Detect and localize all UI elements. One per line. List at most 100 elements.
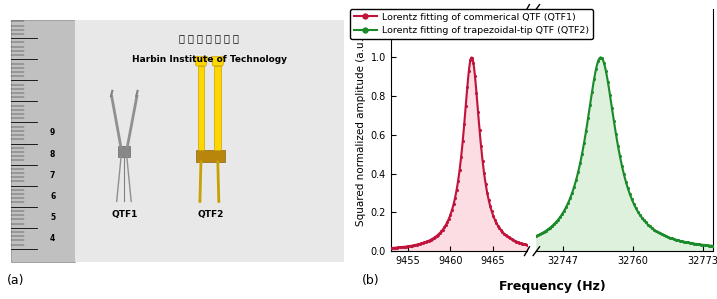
Point (574, 161, 586, 166)
Point (483, 198, 495, 202)
Text: 7: 7 (50, 171, 55, 180)
Bar (214, 66, 221, 150)
Point (518, 242, 530, 246)
Point (409, 242, 421, 247)
Point (642, 222, 653, 227)
Point (452, 179, 464, 183)
Point (559, 208, 570, 213)
Point (434, 231, 445, 236)
Point (506, 237, 518, 242)
Point (517, 241, 528, 246)
Point (474, 127, 485, 132)
Point (393, 245, 404, 250)
Point (480, 181, 491, 186)
Point (546, 223, 558, 228)
Point (614, 154, 626, 159)
Point (622, 186, 634, 191)
Point (561, 205, 572, 209)
Point (475, 144, 487, 149)
Point (664, 235, 675, 240)
Point (618, 172, 630, 177)
Point (640, 220, 652, 225)
Point (394, 245, 406, 250)
Text: Harbin Institute of Technology: Harbin Institute of Technology (132, 55, 287, 64)
Legend: Lorentz fitting of commerical QTF (QTF1), Lorentz fitting of trapezoidal-tip QTF: Lorentz fitting of commerical QTF (QTF1)… (350, 9, 593, 39)
Point (388, 245, 399, 250)
Point (465, 58, 476, 63)
Point (411, 242, 422, 247)
Point (646, 226, 657, 231)
Point (694, 242, 706, 247)
Point (572, 170, 584, 174)
Text: (b): (b) (362, 274, 380, 287)
Point (658, 233, 670, 238)
Point (431, 234, 442, 238)
Point (412, 242, 424, 247)
Point (521, 242, 533, 247)
Point (520, 242, 531, 247)
Point (450, 196, 461, 200)
Point (424, 237, 436, 242)
Point (630, 206, 642, 210)
Point (422, 239, 433, 244)
Point (610, 132, 622, 136)
Point (602, 80, 614, 85)
Point (608, 119, 619, 124)
Text: QTF1: QTF1 (111, 210, 138, 219)
Point (477, 159, 488, 164)
Point (385, 246, 397, 251)
Point (397, 245, 409, 249)
Point (437, 227, 449, 232)
Point (490, 221, 502, 225)
Point (556, 212, 568, 216)
Point (666, 236, 678, 241)
Point (389, 245, 401, 250)
Point (580, 128, 592, 133)
Point (402, 244, 413, 249)
Bar (198, 66, 204, 150)
Point (391, 245, 403, 250)
Point (494, 226, 505, 231)
Point (407, 243, 418, 248)
Point (492, 223, 503, 228)
Point (566, 190, 578, 195)
Point (504, 236, 516, 241)
Point (446, 208, 457, 212)
Point (579, 140, 590, 145)
Point (626, 197, 637, 202)
Point (451, 188, 462, 193)
Text: 哈 尔 滨 工 业 大 学: 哈 尔 滨 工 业 大 学 (179, 33, 239, 43)
Point (543, 227, 554, 231)
Point (636, 215, 647, 220)
Point (587, 89, 598, 94)
Point (695, 242, 707, 247)
Point (501, 234, 513, 239)
Point (513, 240, 525, 245)
Point (512, 240, 523, 245)
Point (606, 106, 617, 111)
Point (442, 219, 453, 224)
Point (620, 179, 632, 184)
Bar (196, 150, 224, 162)
Point (416, 241, 427, 246)
Point (684, 240, 695, 245)
Point (460, 103, 472, 108)
Point (706, 243, 717, 248)
Point (429, 235, 441, 239)
Point (702, 243, 713, 248)
Point (590, 66, 602, 71)
Point (414, 242, 426, 246)
Point (462, 85, 473, 90)
Point (420, 239, 432, 244)
Point (688, 241, 699, 246)
Point (515, 241, 526, 245)
Point (624, 192, 635, 197)
Point (582, 115, 594, 120)
Point (682, 240, 693, 245)
Point (644, 224, 655, 229)
Point (419, 240, 430, 245)
Point (427, 237, 438, 241)
Point (466, 55, 478, 60)
Point (417, 241, 429, 245)
Text: 4: 4 (50, 234, 55, 243)
